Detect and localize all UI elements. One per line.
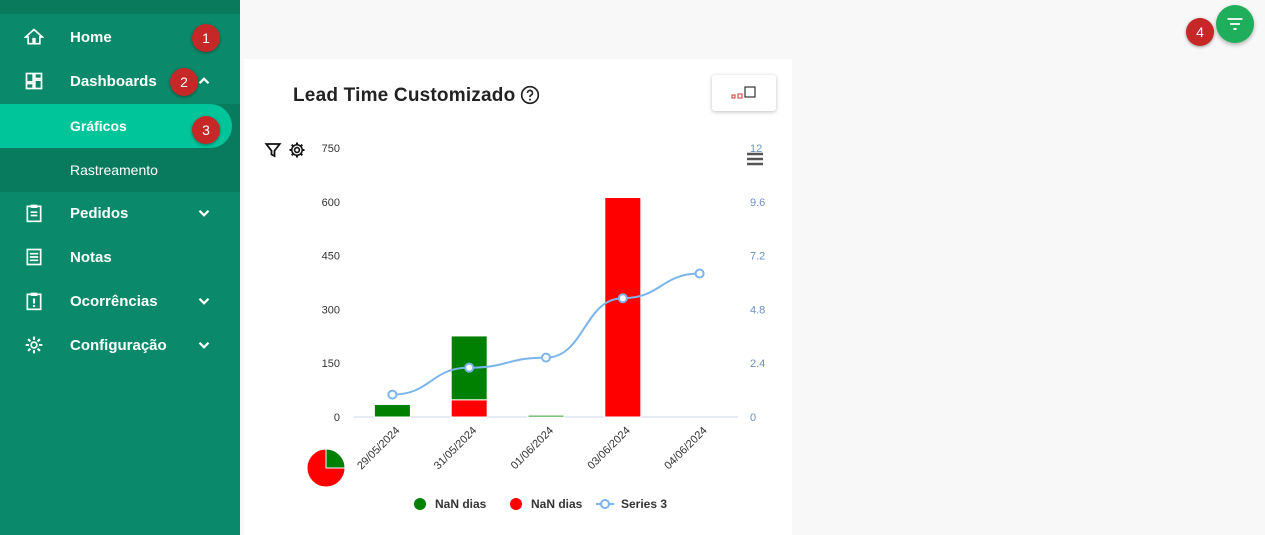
sidebar-item-dashboards[interactable]: Dashboards [0, 59, 240, 103]
y-axis-tick-label: 450 [322, 251, 340, 263]
receipt-icon [26, 248, 42, 266]
x-axis-tick-label: 29/05/2024 [355, 425, 402, 472]
pie-slice [306, 448, 346, 488]
annotation-marker: 4 [1186, 18, 1214, 46]
y-axis-tick-label: 150 [322, 358, 340, 370]
series-point [464, 362, 475, 373]
legend-label: NaN dias [531, 497, 583, 511]
legend-marker [600, 499, 610, 509]
home-icon [24, 28, 44, 45]
y-axis-tick-label: 0 [334, 412, 340, 424]
x-axis-tick-label: 03/06/2024 [586, 425, 633, 472]
sidebar-item-configuracao[interactable]: Configuração [0, 323, 240, 367]
help-icon[interactable] [520, 85, 540, 105]
y2-axis-tick-label: 9.6 [750, 197, 765, 209]
sidebar-item-label: Dashboards [70, 72, 157, 90]
gear-icon [25, 336, 43, 354]
pie-slice [325, 448, 346, 469]
sidebar: Home Dashboards Gráficos Rastreamento Pe… [0, 0, 240, 535]
sidebar-item-notas[interactable]: Notas [0, 235, 240, 279]
x-axis-tick-label: 31/05/2024 [432, 425, 479, 472]
chevron-down-icon [198, 341, 210, 349]
series-point [694, 268, 705, 279]
annotation-marker: 1 [192, 24, 220, 52]
y2-axis-tick-label: 12 [750, 143, 762, 155]
sidebar-subitem-label: Rastreamento [70, 162, 158, 178]
alert-clipboard-icon [26, 292, 42, 311]
chart-toggle-button[interactable] [712, 75, 776, 111]
sidebar-item-label: Ocorrências [70, 292, 158, 310]
chevron-down-icon [198, 209, 210, 217]
legend-label: Series 3 [621, 497, 667, 511]
y-axis-tick-label: 750 [322, 143, 340, 155]
sidebar-top-strip [0, 0, 240, 14]
chart-type-icon [731, 86, 756, 99]
legend-marker [414, 498, 426, 510]
series-point [617, 293, 628, 304]
card-title: Lead Time Customizado [293, 85, 516, 106]
y2-axis-tick-label: 4.8 [750, 304, 765, 316]
y2-axis-tick-label: 2.4 [750, 358, 765, 370]
filter-fab-button[interactable] [1216, 5, 1254, 43]
series-line [392, 272, 700, 396]
annotation-marker: 3 [192, 116, 220, 144]
lead-time-chart: 750 600 450 300 150 0 12 9.6 7.2 4.8 2.4 0 29/05/202… [306, 143, 765, 511]
y-axis-tick-label: 300 [322, 304, 340, 316]
settings-gear-icon[interactable] [288, 141, 306, 159]
x-axis-tick-label: 01/06/2024 [509, 425, 556, 472]
sidebar-item-label: Configuração [70, 336, 167, 354]
bar-segment [450, 399, 488, 418]
chevron-down-icon [198, 297, 210, 305]
legend-marker [510, 498, 522, 510]
sidebar-subitem-label: Gráficos [70, 118, 127, 134]
sidebar-item-home[interactable]: Home [0, 15, 240, 59]
bar-segment [604, 196, 642, 418]
filter-icon[interactable] [264, 141, 282, 159]
chart-card: Lead Time Customizado 750 600 450 300 150 0 12… [244, 59, 792, 535]
x-axis-tick-label: 04/06/2024 [662, 425, 709, 472]
sidebar-item-rastreamento[interactable]: Rastreamento [0, 148, 240, 192]
sidebar-item-label: Notas [70, 248, 112, 266]
y-axis-tick-label: 600 [322, 197, 340, 209]
legend-label: NaN dias [435, 497, 487, 511]
dashboard-icon [25, 72, 43, 90]
y2-axis-tick-label: 0 [750, 412, 756, 424]
bar-segment [373, 403, 411, 418]
y2-axis-tick-label: 7.2 [750, 251, 765, 263]
sidebar-item-ocorrencias[interactable]: Ocorrências [0, 279, 240, 323]
bar-segment [527, 414, 565, 418]
sidebar-item-label: Pedidos [70, 204, 129, 222]
dashboards-submenu: Gráficos Rastreamento [0, 104, 240, 192]
annotation-marker: 2 [170, 68, 198, 96]
series-point [387, 389, 398, 400]
sidebar-item-pedidos[interactable]: Pedidos [0, 191, 240, 235]
chevron-up-icon [198, 77, 210, 85]
filter-list-icon [1227, 18, 1243, 30]
chart-menu-icon[interactable] [746, 150, 764, 168]
series-point [541, 352, 551, 363]
clipboard-icon [26, 204, 42, 223]
sidebar-item-label: Home [70, 28, 112, 46]
